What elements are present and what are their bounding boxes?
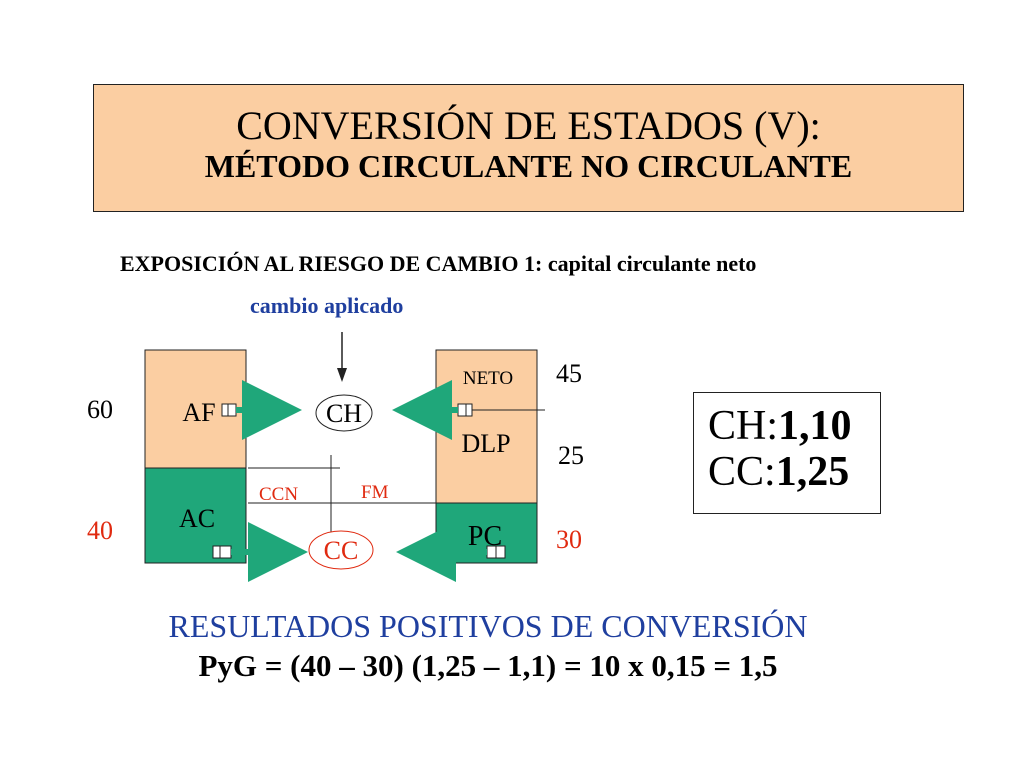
exposure-heading: EXPOSICIÓN AL RIESGO DE CAMBIO 1: capita… <box>120 251 757 276</box>
arrow-af-to-ch <box>221 380 302 440</box>
historical-rate-row: CH:1,10 <box>708 403 880 449</box>
historical-rate-ellipse <box>315 394 373 432</box>
results-title: RESULTADOS POSITIVOS DE CONVERSIÓN <box>168 608 808 644</box>
equity-value: 45 <box>556 359 582 388</box>
fixed-assets-label: AF <box>182 398 215 427</box>
ccn-label: CCN <box>259 484 298 505</box>
historical-rate-value: 1,10 <box>778 403 852 449</box>
title-line-1: CONVERSIÓN DE ESTADOS (V): <box>236 103 821 148</box>
arrow-pc-to-cc <box>396 522 506 582</box>
historical-rate-prefix: CH: <box>708 403 779 449</box>
closing-rate-row: CC:1,25 <box>708 449 880 495</box>
closing-rate-prefix: CC: <box>708 449 776 495</box>
historical-rate-label: CH <box>326 399 362 428</box>
closing-rate-value: 1,25 <box>775 449 850 495</box>
long-term-debt-value: 25 <box>558 441 584 470</box>
equity-label: NETO <box>463 368 513 389</box>
applied-rate-label: cambio aplicado <box>250 293 404 318</box>
fixed-assets-value: 60 <box>87 395 113 424</box>
title-line-2: MÉTODO CIRCULANTE NO CIRCULANTE <box>204 148 853 184</box>
title-box: CONVERSIÓN DE ESTADOS (V): MÉTODO CIRCUL… <box>93 84 964 212</box>
current-assets-value: 40 <box>87 516 113 545</box>
arrow-ac-to-cc <box>212 522 308 582</box>
arrow-dlp-to-ch <box>392 380 473 440</box>
long-term-debt-label: DLP <box>461 429 510 458</box>
fm-label: FM <box>361 482 389 503</box>
exchange-rates-box: CH:1,10 CC:1,25 <box>693 392 881 514</box>
equity-ltd-block <box>435 349 538 504</box>
closing-rate-ellipse <box>308 530 374 570</box>
applied-rate-arrowhead <box>337 368 347 382</box>
pyg-formula: PyG = (40 – 30) (1,25 – 1,1) = 10 x 0,15… <box>198 648 778 683</box>
closing-rate-label: CC <box>324 536 359 565</box>
current-liabilities-value: 30 <box>556 525 582 554</box>
current-assets-label: AC <box>179 504 215 533</box>
